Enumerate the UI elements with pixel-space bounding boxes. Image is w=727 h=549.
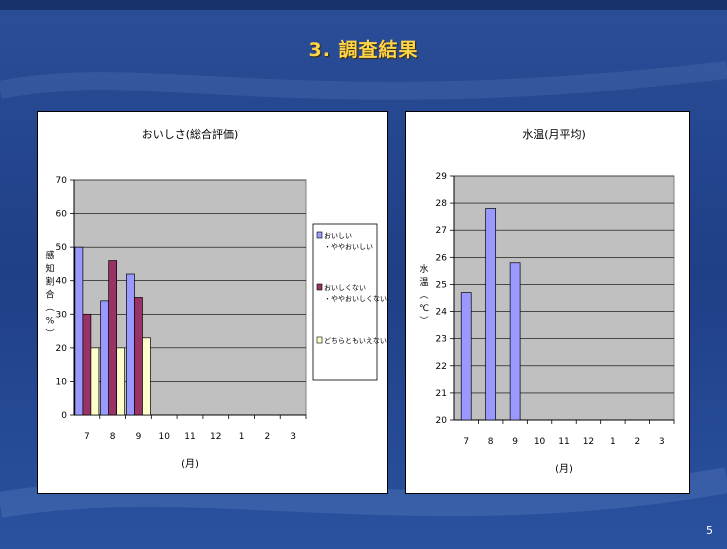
y-tick-label: 20 xyxy=(436,416,448,426)
y-tick-label: 30 xyxy=(56,310,68,320)
x-tick-label: 3 xyxy=(290,432,296,442)
y-tick-label: 23 xyxy=(436,335,447,345)
x-tick-label: 12 xyxy=(583,437,594,447)
legend-label: おいしくない・ややおいしくない xyxy=(324,284,387,303)
y-axis-label: 感知割合︵% ︶ xyxy=(45,250,54,340)
bar xyxy=(116,347,126,416)
y-tick-label: 10 xyxy=(56,377,68,387)
x-tick-label: 12 xyxy=(210,432,221,442)
bar xyxy=(108,260,118,416)
chart-title: おいしさ(総合評価) xyxy=(142,127,239,141)
bar xyxy=(126,273,135,416)
x-tick-label: 8 xyxy=(110,432,116,442)
legend-label: どちらともいえない xyxy=(324,337,387,345)
y-tick-label: 29 xyxy=(436,172,448,182)
x-tick-label: 9 xyxy=(512,437,518,447)
page-number: 5 xyxy=(706,524,713,537)
legend-swatch xyxy=(316,231,323,239)
y-tick-label: 27 xyxy=(436,226,447,236)
x-tick-label: 7 xyxy=(463,437,469,447)
legend-box xyxy=(312,223,378,381)
legend-swatch xyxy=(316,283,323,291)
y-tick-label: 21 xyxy=(436,389,447,399)
y-tick-label: 50 xyxy=(56,243,68,253)
y-tick-label: 60 xyxy=(56,210,68,220)
bar xyxy=(134,297,143,416)
y-tick-label: 26 xyxy=(436,253,448,263)
x-tick-label: 7 xyxy=(84,432,90,442)
bar xyxy=(100,300,110,416)
x-tick-label: 11 xyxy=(184,432,195,442)
chart-panel-water-temp: 水温(月平均) 20 21 22 23 24 25 26 27 28 29 7 8 9 10 11 12 1 2 3(… xyxy=(405,111,690,494)
x-tick-label: 2 xyxy=(264,432,270,442)
slide-title: 3. 調査結果 xyxy=(308,39,419,61)
legend-label: おいしい・ややおいしい xyxy=(324,232,373,251)
x-tick-label: 11 xyxy=(558,437,569,447)
x-tick-label: 2 xyxy=(634,437,640,447)
x-axis-label: (月) xyxy=(555,463,573,475)
x-tick-label: 8 xyxy=(488,437,494,447)
legend-swatch xyxy=(316,336,323,344)
y-tick-label: 40 xyxy=(56,277,68,287)
x-tick-label: 3 xyxy=(659,437,665,447)
chart-panel-taste: おいしさ(総合評価) 0 10 20 30 40 50 60 70 7 8 9 10 11 12 1 2 3 (月)… xyxy=(37,111,388,494)
y-axis-label: 水温︵ ℃ ︶ xyxy=(419,263,429,327)
x-tick-label: 10 xyxy=(158,432,170,442)
y-tick-label: 20 xyxy=(56,344,68,354)
x-axis-label: (月) xyxy=(181,458,199,470)
y-tick-label: 25 xyxy=(436,280,447,290)
y-tick-label: 0 xyxy=(61,411,67,421)
y-tick-label: 28 xyxy=(436,199,448,209)
y-tick-label: 24 xyxy=(436,308,448,318)
chart-title: 水温(月平均) xyxy=(522,128,586,141)
bar xyxy=(485,208,497,421)
bar xyxy=(74,246,84,416)
x-tick-label: 10 xyxy=(534,437,546,447)
bar xyxy=(82,313,92,416)
x-tick-label: 1 xyxy=(610,437,616,447)
bar xyxy=(90,347,100,416)
y-tick-label: 70 xyxy=(56,176,68,186)
x-tick-label: 9 xyxy=(136,432,142,442)
y-tick-label: 22 xyxy=(436,362,447,372)
bar xyxy=(509,262,521,421)
x-tick-label: 1 xyxy=(239,432,245,442)
bar xyxy=(142,337,151,416)
bar xyxy=(460,292,472,421)
